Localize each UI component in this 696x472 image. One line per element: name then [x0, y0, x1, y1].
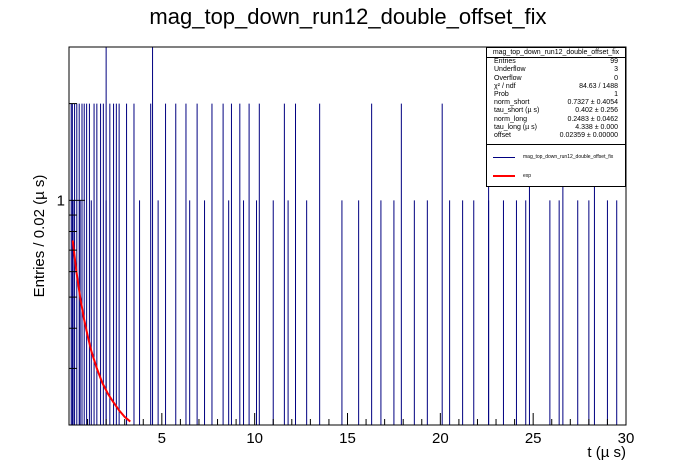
x-tick-label-5: 30 [618, 430, 635, 447]
x-axis-ticks: 5 10 15 20 25 30 [68, 413, 635, 447]
stats-row-label: Entries [494, 58, 516, 66]
y-axis-ticks: 1 [57, 46, 85, 426]
stats-row-label: Overflow [494, 74, 522, 82]
stats-row: norm_short 0.7327 ± 0.4054 [487, 99, 625, 107]
stats-row-value: 0.7327 ± 0.4054 [567, 99, 618, 107]
fit-curve-group [71, 240, 131, 423]
stats-rows: Entries 99 Underflow 3 Overflow 0 χ² / ndf 84.6… [487, 58, 625, 140]
y-axis-title: Entries / 0.02 (µ s) [31, 175, 48, 298]
stats-row-value: 0 [614, 74, 618, 82]
legend-entry-fit: exp [493, 172, 531, 180]
legend-line-fit [493, 175, 515, 178]
stats-row: norm_long 0.2483 ± 0.0462 [487, 116, 625, 124]
stats-row-value: 99 [610, 58, 618, 66]
stats-box: mag_top_down_run12_double_offset_fix Ent… [486, 47, 626, 187]
stats-row: Overflow 0 [487, 75, 625, 83]
legend-entry-hist: mag_top_down_run12_double_offset_fix [493, 153, 613, 161]
stats-row-value: 0.02359 ± 0.00000 [559, 132, 618, 140]
stats-row-label: norm_long [494, 115, 528, 123]
stats-title: mag_top_down_run12_double_offset_fix [487, 48, 625, 59]
stats-row: tau_short (µ s) 0.402 ± 0.256 [487, 107, 625, 115]
legend-line-hist [493, 156, 515, 158]
stats-row-value: 0.402 ± 0.256 [575, 107, 618, 115]
legend: mag_top_down_run12_double_offset_fix exp [487, 144, 625, 187]
stats-row: tau_long (µ s) 4.338 ± 0.000 [487, 124, 625, 132]
x-tick-label-2: 15 [339, 430, 356, 447]
stats-row: χ² / ndf 84.63 / 1488 [487, 83, 625, 91]
stats-row-value: 84.63 / 1488 [579, 82, 618, 90]
stats-row-label: Underflow [494, 66, 526, 74]
stats-row-value: 4.338 ± 0.000 [575, 123, 618, 131]
stats-row-label: Prob [494, 91, 509, 99]
stats-row-value: 3 [614, 66, 618, 74]
x-tick-label-1: 10 [246, 430, 263, 447]
stats-row-label: χ² / ndf [494, 82, 516, 90]
stats-row-label: norm_short [494, 99, 530, 107]
fit-curve [71, 240, 131, 423]
legend-label-hist: mag_top_down_run12_double_offset_fix [523, 154, 614, 160]
stats-row-value: 0.2483 ± 0.0462 [567, 115, 618, 123]
x-tick-label-4: 25 [525, 430, 542, 447]
stats-row-label: tau_short (µ s) [494, 107, 540, 115]
stats-row-value: 1 [614, 91, 618, 99]
x-axis-title: t (µ s) [587, 444, 626, 461]
stats-row-label: offset [494, 132, 511, 140]
chart-title: mag_top_down_run12_double_offset_fix [149, 4, 547, 29]
histogram-bars [70, 47, 618, 425]
stats-row-label: tau_long (µ s) [494, 123, 537, 131]
y-tick-label-0: 1 [57, 192, 65, 209]
stats-row: Underflow 3 [487, 66, 625, 74]
stats-row: Entries 99 [487, 58, 625, 66]
legend-label-fit: exp [523, 173, 532, 179]
x-tick-label-0: 5 [158, 430, 166, 447]
stats-row: Prob 1 [487, 91, 625, 99]
stats-row: offset 0.02359 ± 0.00000 [487, 132, 625, 140]
x-tick-label-3: 20 [432, 430, 449, 447]
